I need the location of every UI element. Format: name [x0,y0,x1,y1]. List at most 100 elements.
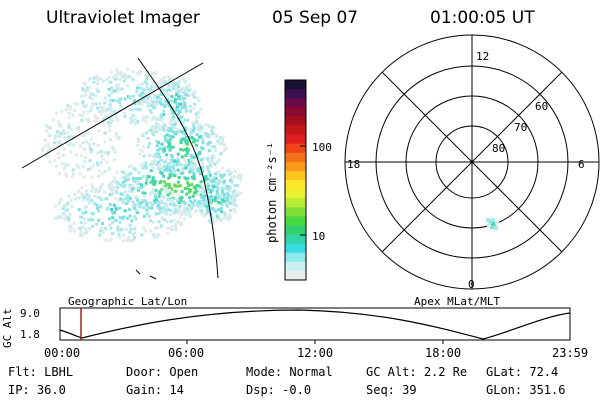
emission-pixel [141,134,145,138]
emission-pixel [218,179,222,183]
emission-pixel [175,131,179,135]
emission-pixel [141,132,144,136]
emission-pixel [160,198,164,202]
emission-pixel [233,170,237,174]
emission-pixel [171,191,174,195]
emission-pixel [160,118,164,122]
emission-pixel [160,208,164,212]
emission-pixel [163,210,167,214]
emission-pixel [173,126,177,130]
emission-pixel [137,71,141,75]
emission-pixel [99,161,103,165]
emission-pixel [54,216,58,220]
emission-pixel [69,105,73,108]
emission-pixel [182,78,186,82]
emission-pixel [159,113,163,117]
emission-pixel [106,151,110,155]
emission-pixel [176,209,180,213]
emission-pixel [225,204,229,208]
emission-pixel [194,209,198,213]
emission-pixel [142,154,146,158]
emission-pixel [107,217,111,221]
emission-pixel [117,108,121,112]
emission-pixel [59,123,62,127]
emission-pixel [158,206,162,210]
emission-pixel [148,192,152,196]
emission-pixel [171,111,175,115]
emission-pixel [207,171,211,174]
emission-pixel [130,219,134,223]
emission-pixel [147,90,151,94]
emission-pixel [73,193,77,197]
emission-pixel [99,229,103,233]
emission-pixel [66,131,70,135]
emission-pixel [126,195,130,199]
emission-pixel [199,170,203,174]
emission-pixel [119,104,123,108]
emission-pixel [208,182,212,186]
emission-pixel [106,121,110,125]
emission-pixel [233,210,237,214]
emission-pixel [154,118,158,122]
emission-pixel [196,125,200,129]
emission-pixel [82,81,86,85]
emission-pixel [234,204,238,208]
emission-pixel [110,90,114,94]
emission-pixel [192,174,196,178]
emission-pixel [182,200,185,204]
emission-pixel [200,205,204,209]
emission-pixel [133,231,136,235]
emission-pixel [179,129,183,133]
flt-field: Flt: LBHL [8,365,74,379]
emission-pixel [143,184,147,188]
emission-pixel [180,171,184,175]
emission-pixel [192,92,196,96]
emission-pixel [154,212,158,216]
emission-pixel [203,214,206,218]
emission-pixel [162,128,166,132]
emission-pixel [174,98,177,102]
emission-pixel [148,87,152,91]
emission-pixel [183,187,187,190]
color-bar-band [285,207,306,217]
emission-pixel [169,127,173,131]
emission-pixel [73,229,77,233]
emission-pixel [162,147,166,151]
emission-pixel [62,212,66,216]
emission-pixel [97,162,101,166]
emission-pixel [101,157,105,161]
emission-pixel [171,166,175,170]
emission-pixel [193,199,197,203]
emission-pixel [151,176,155,180]
emission-pixel [196,138,199,142]
emission-pixel [140,94,144,98]
color-bar-band [285,225,306,236]
emission-pixel [90,148,94,152]
polar-emission-pixel [492,222,496,226]
emission-pixel [92,142,96,146]
emission-pixel [198,123,201,127]
emission-pixel [93,194,97,198]
emission-pixel [188,215,192,219]
emission-pixel [221,141,224,145]
emission-pixel [191,194,195,198]
emission-pixel [165,157,169,161]
emission-pixel [184,93,188,97]
emission-pixel [178,196,182,200]
emission-pixel [114,77,118,81]
emission-pixel [83,147,87,151]
emission-pixel [210,195,213,198]
emission-pixel [126,175,130,179]
emission-pixel [141,82,144,86]
emission-pixel [141,199,145,203]
color-bar-band [285,261,306,272]
emission-pixel [80,192,84,195]
emission-pixel [128,121,132,125]
color-bar-band [285,80,306,90]
emission-pixel [160,85,164,89]
emission-pixel [143,93,147,97]
emission-pixel [176,105,179,109]
emission-pixel [186,151,189,155]
emission-pixel [219,152,223,156]
